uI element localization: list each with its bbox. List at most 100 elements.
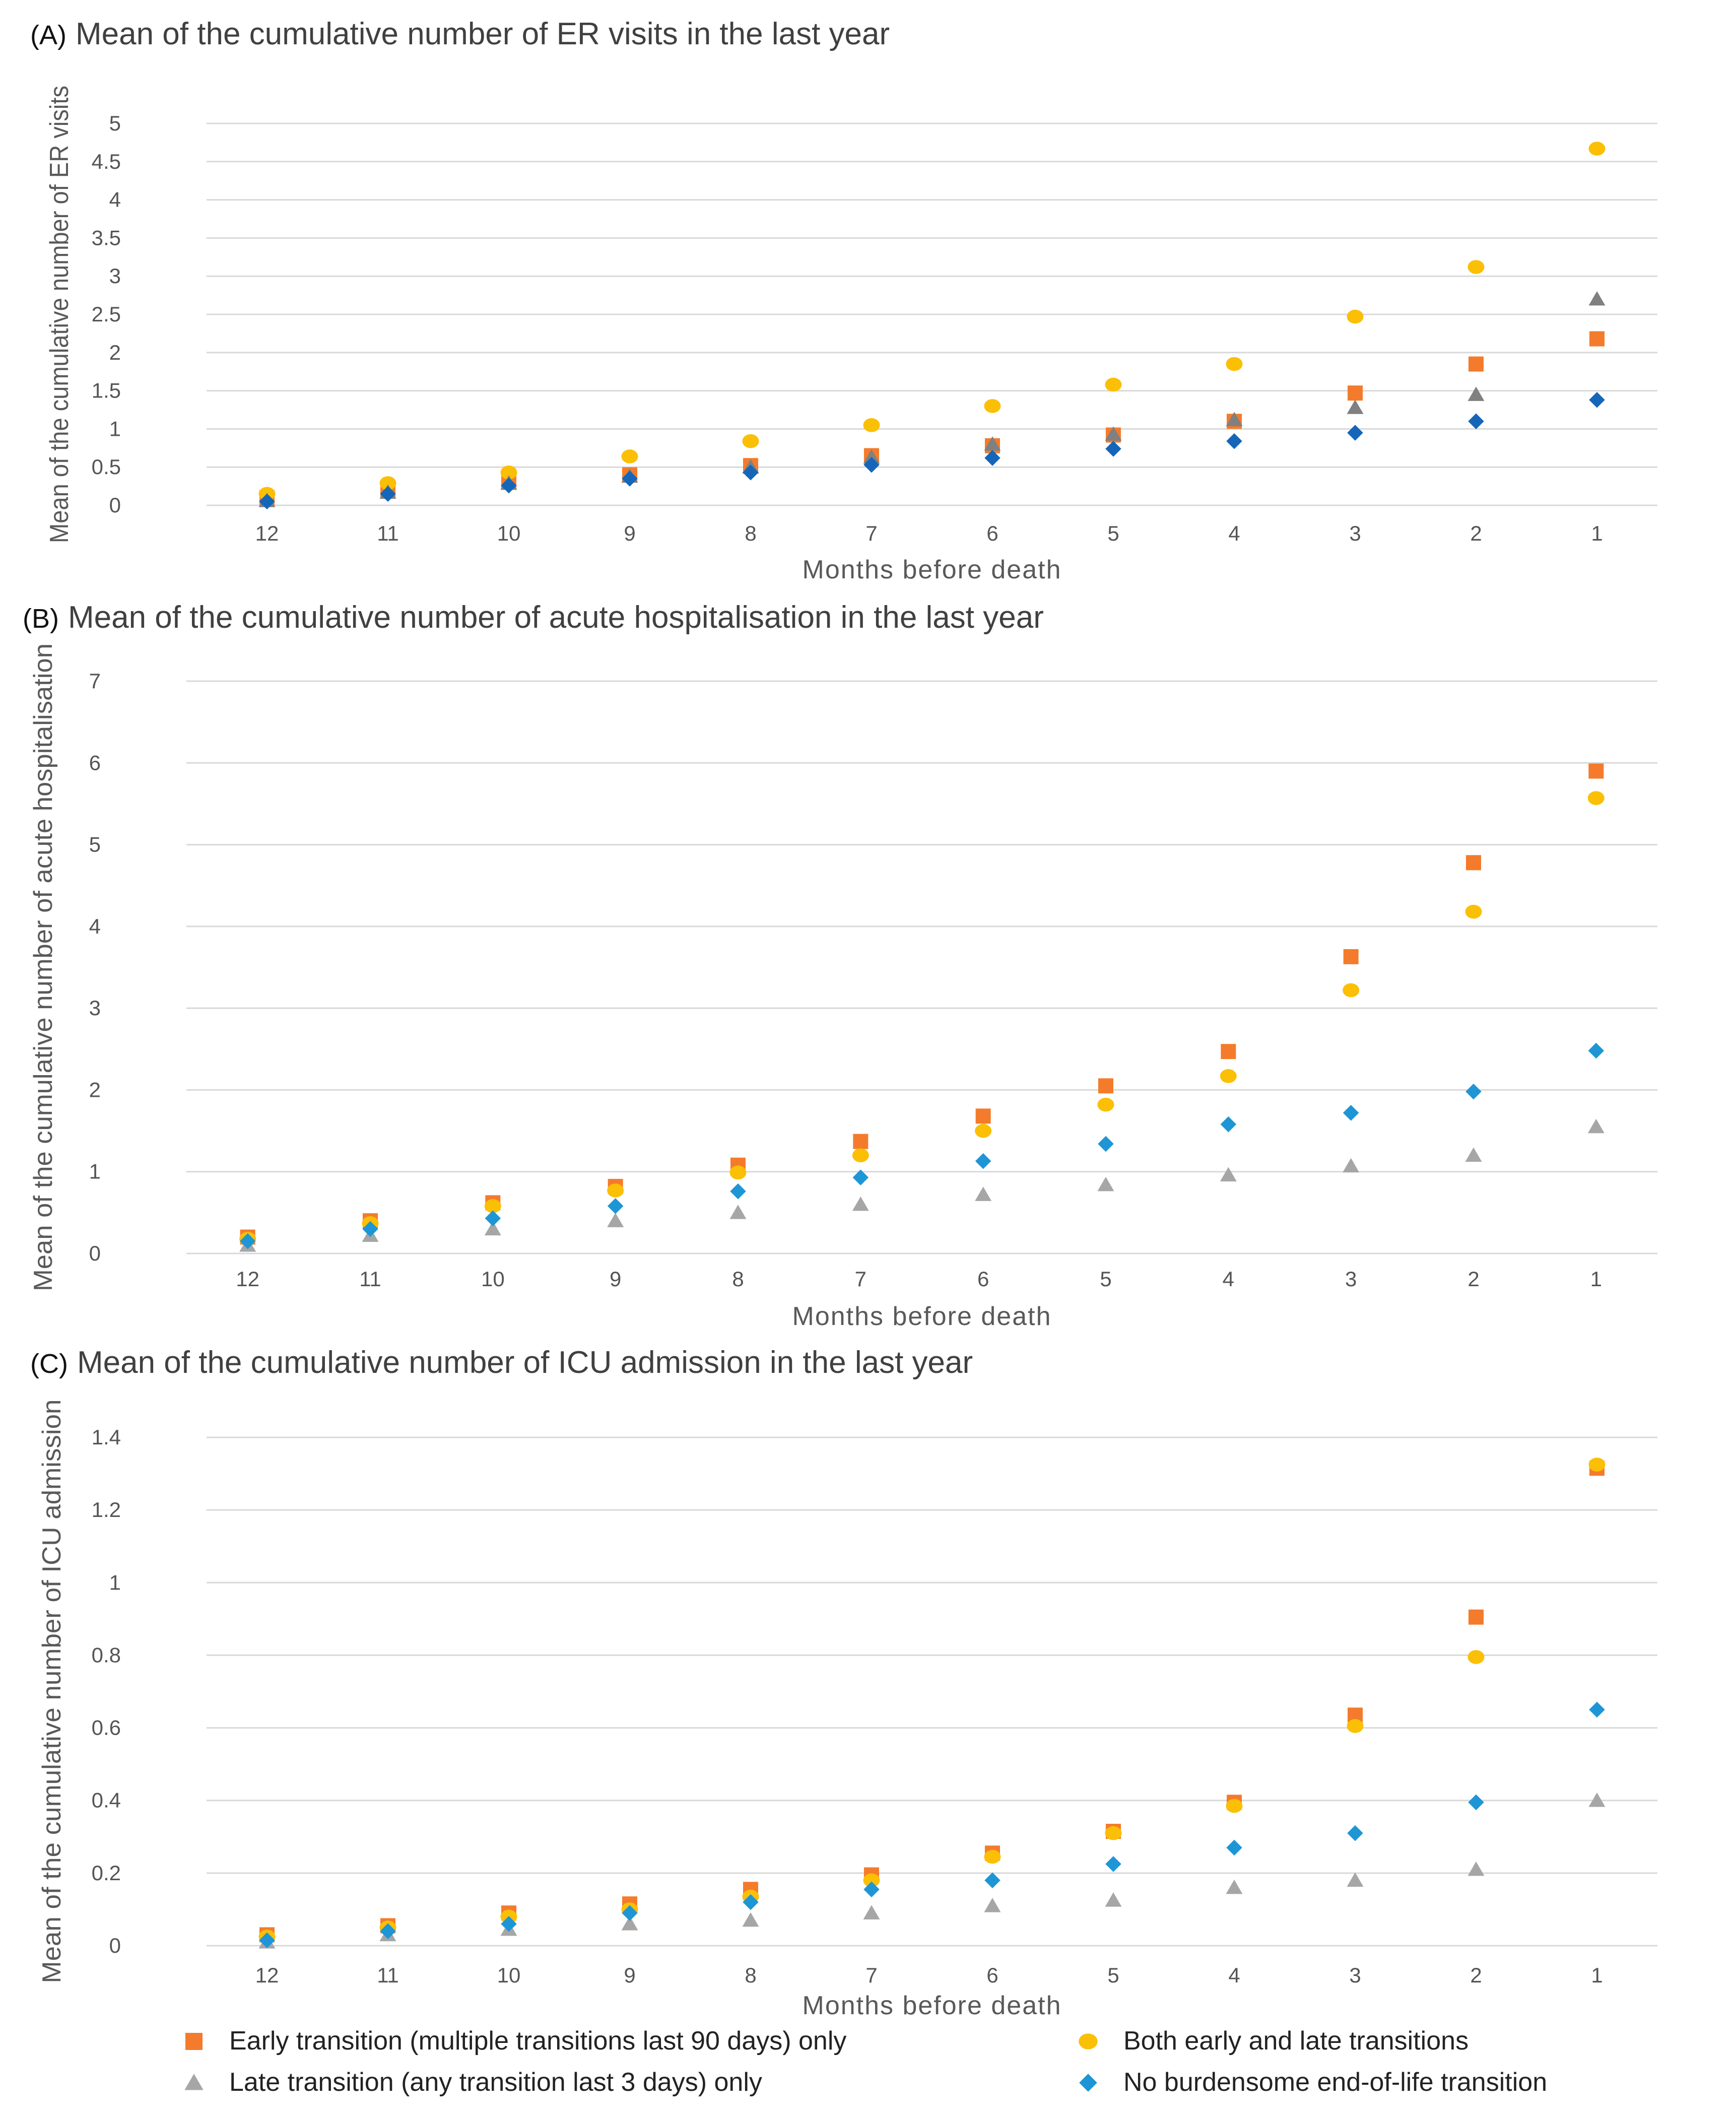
data-point-triangle xyxy=(1588,1792,1606,1807)
series-square xyxy=(240,763,1604,1245)
x-tick-label: 9 xyxy=(610,1267,621,1291)
legend-label: Both early and late transitions xyxy=(1123,2026,1468,2056)
panel-label: (C) xyxy=(30,1349,68,1379)
chart-panel-1: (A) Mean of the cumulative number of ER v… xyxy=(30,17,1657,584)
data-point-circle xyxy=(1465,904,1482,919)
data-point-square xyxy=(1098,1078,1113,1094)
x-tick-label: 6 xyxy=(977,1267,989,1291)
data-point-diamond xyxy=(259,1932,275,1948)
data-point-triangle xyxy=(984,1897,1001,1912)
data-point-triangle xyxy=(1467,386,1485,401)
data-point-diamond xyxy=(1465,1083,1482,1100)
data-point-square xyxy=(1588,763,1604,779)
legend-label: Late transition (any transition last 3 d… xyxy=(229,2068,762,2097)
data-point-diamond xyxy=(1105,441,1121,457)
x-tick-label: 8 xyxy=(745,1963,756,1987)
data-point-triangle xyxy=(984,436,1001,451)
data-point-triangle xyxy=(621,1916,638,1931)
data-point-diamond xyxy=(1588,1042,1605,1059)
y-tick-label: 4 xyxy=(89,914,101,938)
data-point-circle xyxy=(1343,983,1360,998)
data-point-diamond xyxy=(852,1169,869,1185)
y-tick-label: 0.4 xyxy=(92,1789,121,1812)
y-tick-label: 1.2 xyxy=(92,1498,121,1521)
data-point-square xyxy=(1466,855,1481,871)
data-point-diamond xyxy=(501,477,517,494)
data-point-circle xyxy=(1467,1650,1485,1664)
y-tick-label: 2 xyxy=(89,1078,101,1101)
legend-label: No burdensome end-of-life transition xyxy=(1123,2068,1547,2097)
series-diamond xyxy=(259,392,1605,510)
data-point-triangle xyxy=(863,449,880,464)
y-tick-label: 3.5 xyxy=(92,226,121,249)
data-point-triangle xyxy=(742,1912,759,1927)
data-point-triangle xyxy=(1343,1158,1360,1173)
y-tick-label: 0 xyxy=(89,1241,101,1265)
data-point-square xyxy=(1343,949,1359,964)
data-point-circle xyxy=(379,476,396,490)
data-point-diamond xyxy=(975,1153,991,1169)
data-point-diamond xyxy=(1347,425,1363,441)
data-point-triangle xyxy=(1467,1861,1485,1876)
data-point-circle xyxy=(484,1199,501,1213)
data-point-diamond xyxy=(1105,1856,1121,1872)
data-point-circle xyxy=(852,1148,869,1163)
x-tick-label: 7 xyxy=(865,521,877,545)
data-point-circle xyxy=(1097,1097,1114,1112)
data-point-diamond xyxy=(607,1198,624,1214)
y-tick-label: 5 xyxy=(109,111,121,135)
data-point-circle xyxy=(1226,1799,1243,1813)
y-axis-title: Mean of the cumulative number of ICU adm… xyxy=(37,1400,66,1983)
data-point-circle xyxy=(742,434,759,448)
y-tick-label: 7 xyxy=(89,669,101,693)
x-tick-label: 9 xyxy=(624,521,635,545)
series-triangle xyxy=(258,1792,1606,1949)
data-point-diamond xyxy=(1589,392,1605,408)
data-point-circle xyxy=(1588,142,1606,156)
x-tick-label: 4 xyxy=(1228,521,1240,545)
data-point-triangle xyxy=(1588,291,1606,306)
y-tick-label: 4.5 xyxy=(92,150,121,173)
y-tick-label: 1.4 xyxy=(92,1425,121,1449)
chart-panel-2: (B) Mean of the cumulative number of acut… xyxy=(23,600,1657,1331)
series-triangle xyxy=(258,291,1606,507)
data-point-triangle xyxy=(1226,1879,1243,1894)
data-point-circle xyxy=(1105,377,1122,392)
x-tick-label: 4 xyxy=(1223,1267,1234,1291)
data-point-circle xyxy=(500,466,517,480)
data-point-diamond xyxy=(863,1881,880,1898)
y-tick-label: 1 xyxy=(109,1570,121,1594)
data-point-diamond xyxy=(622,1905,638,1921)
y-tick-label: 1 xyxy=(89,1160,101,1183)
data-point-diamond xyxy=(1220,1116,1237,1133)
data-point-diamond xyxy=(1226,1839,1242,1856)
y-axis-title: Mean of the cumulative number of ER visi… xyxy=(45,86,74,543)
data-point-diamond xyxy=(485,1210,501,1226)
legend-item: Late transition (any transition last 3 d… xyxy=(184,2068,762,2097)
x-tick-label: 1 xyxy=(1590,1267,1602,1291)
data-point-circle xyxy=(1587,791,1605,805)
legend-marker-triangle xyxy=(184,2074,204,2090)
data-point-diamond xyxy=(362,1221,378,1237)
data-point-square xyxy=(975,1108,991,1124)
chart-title: (A) Mean of the cumulative number of ER v… xyxy=(30,17,890,51)
y-tick-label: 2 xyxy=(109,341,121,364)
data-point-circle xyxy=(607,1183,624,1198)
panel-label: (A) xyxy=(30,20,66,50)
x-tick-label: 9 xyxy=(624,1963,635,1987)
x-tick-label: 5 xyxy=(1107,521,1119,545)
x-tick-label: 10 xyxy=(497,521,521,545)
panel-title-text: Mean of the cumulative number of ICU adm… xyxy=(77,1345,973,1380)
x-tick-label: 8 xyxy=(745,521,756,545)
data-point-square xyxy=(1221,1044,1236,1060)
data-point-triangle xyxy=(1105,426,1122,441)
chart-panel-3: (C) Mean of the cumulative number of ICU … xyxy=(30,1345,1657,2020)
legend-marker-diamond xyxy=(1079,2074,1097,2092)
data-point-circle xyxy=(984,399,1001,413)
series-square xyxy=(259,331,1605,505)
x-tick-label: 5 xyxy=(1107,1963,1119,1987)
data-point-diamond xyxy=(1226,433,1242,449)
legend-marker-circle xyxy=(1079,2033,1098,2049)
data-point-diamond xyxy=(743,465,759,481)
data-point-circle xyxy=(621,449,638,464)
